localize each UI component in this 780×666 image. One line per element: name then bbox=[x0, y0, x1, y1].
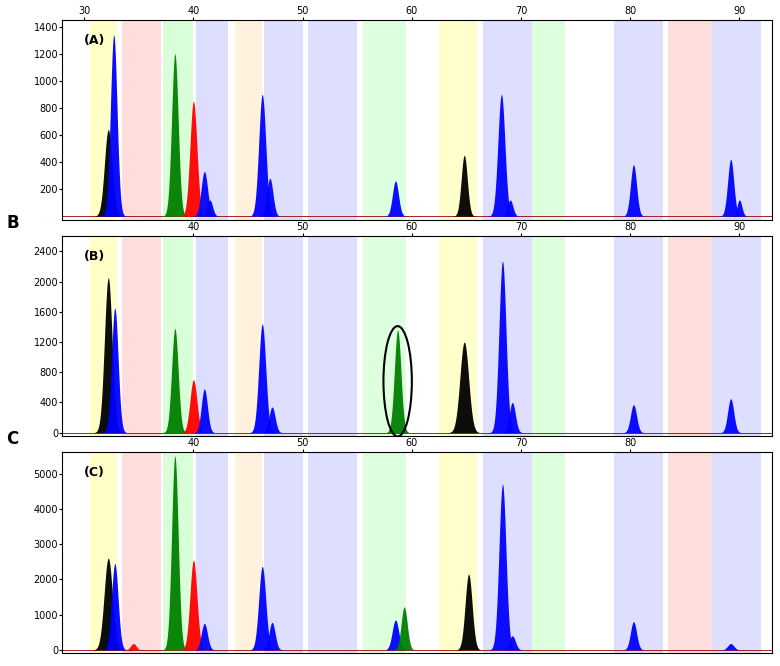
Bar bbox=[122, 236, 161, 436]
Bar bbox=[90, 236, 117, 436]
Bar bbox=[532, 452, 565, 653]
Bar bbox=[532, 20, 565, 220]
Bar bbox=[363, 20, 406, 220]
Bar bbox=[483, 20, 532, 220]
Text: C: C bbox=[6, 430, 19, 448]
Bar bbox=[235, 20, 262, 220]
Bar bbox=[196, 452, 229, 653]
Bar bbox=[308, 236, 357, 436]
Bar bbox=[163, 20, 193, 220]
Bar bbox=[439, 20, 477, 220]
Bar bbox=[235, 452, 262, 653]
Bar bbox=[712, 452, 761, 653]
Bar bbox=[614, 236, 663, 436]
Bar bbox=[264, 452, 303, 653]
Bar bbox=[264, 236, 303, 436]
Bar bbox=[308, 20, 357, 220]
Bar bbox=[668, 236, 712, 436]
Bar bbox=[483, 452, 532, 653]
Bar bbox=[90, 20, 117, 220]
Bar bbox=[614, 20, 663, 220]
Bar bbox=[90, 452, 117, 653]
Bar bbox=[196, 236, 229, 436]
Bar bbox=[122, 20, 161, 220]
Text: (B): (B) bbox=[83, 250, 105, 263]
Bar bbox=[483, 236, 532, 436]
Bar bbox=[712, 236, 761, 436]
Bar bbox=[235, 236, 262, 436]
Text: B: B bbox=[6, 214, 19, 232]
Bar bbox=[532, 236, 565, 436]
Bar bbox=[163, 452, 193, 653]
Bar bbox=[668, 20, 712, 220]
Bar bbox=[614, 452, 663, 653]
Bar bbox=[712, 20, 761, 220]
Bar bbox=[122, 452, 161, 653]
Text: (A): (A) bbox=[83, 34, 105, 47]
Bar bbox=[668, 452, 712, 653]
Bar bbox=[363, 236, 406, 436]
Bar bbox=[196, 20, 229, 220]
Bar bbox=[363, 452, 406, 653]
Bar bbox=[264, 20, 303, 220]
Bar bbox=[439, 452, 477, 653]
Bar bbox=[163, 236, 193, 436]
Text: (C): (C) bbox=[83, 466, 105, 480]
Bar bbox=[439, 236, 477, 436]
Bar bbox=[308, 452, 357, 653]
